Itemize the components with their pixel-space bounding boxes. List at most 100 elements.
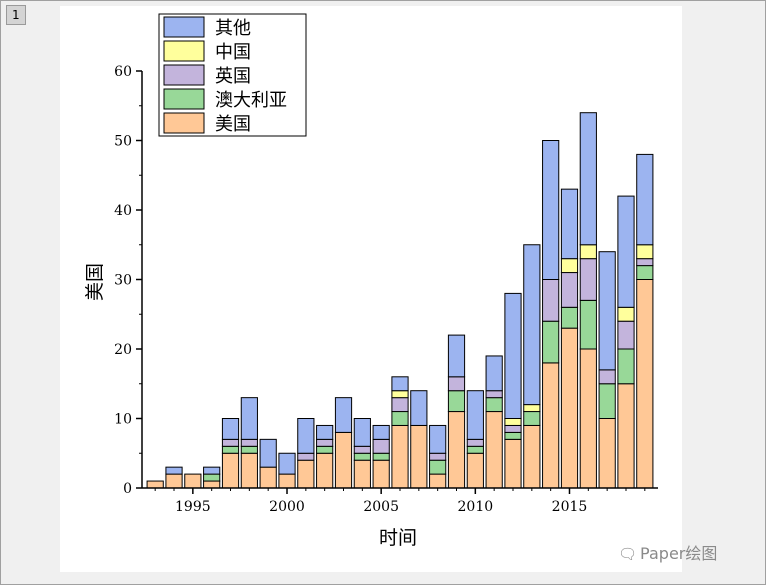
axes-layer: 0 10 20 30 40 50 60 1995 2000 2005 2010 2015	[114, 64, 658, 515]
bar-segment	[560, 306, 579, 329]
bar-segment	[485, 411, 503, 489]
bar-segment	[447, 411, 466, 489]
legend-swatch	[163, 40, 205, 62]
x-tick-label: 1995	[175, 499, 211, 515]
x-axis-label: 时间	[379, 527, 417, 549]
bar-segment	[617, 306, 635, 322]
bar-segment	[240, 438, 258, 447]
bar-segment	[372, 452, 390, 461]
bar-segment	[221, 418, 240, 440]
bar-segment	[316, 438, 334, 447]
bar-segment	[372, 424, 390, 440]
bar-segment	[523, 424, 541, 489]
watermark: 🗨 Paper绘图	[618, 540, 717, 564]
legend-swatch	[163, 16, 205, 38]
bar-segment	[240, 452, 258, 489]
legend-label: 澳大利亚	[215, 90, 287, 111]
x-tick-label: 2010	[458, 499, 494, 515]
y-tick-label: 50	[114, 134, 132, 150]
bar-segment	[429, 424, 447, 454]
bar-segment	[353, 445, 371, 454]
bar-segment	[636, 244, 654, 260]
bar-segment	[598, 418, 616, 489]
graph-canvas: 0 10 20 30 40 50 60 1995 2000 2005 2010 2015 其他 中国 英国…	[60, 6, 682, 572]
bar-segment	[523, 244, 541, 406]
bar-segment	[617, 383, 635, 489]
bar-segment	[297, 459, 315, 489]
bar-segment	[466, 445, 484, 454]
x-tick-label: 2005	[363, 499, 399, 515]
bar-segment	[466, 452, 484, 489]
bar-segment	[391, 411, 409, 426]
legend-label: 中国	[215, 42, 251, 63]
bar-segment	[636, 153, 654, 246]
bar-segment	[447, 334, 466, 378]
legend-swatch	[163, 112, 205, 134]
bar-segment	[504, 438, 522, 489]
bar-segment	[203, 466, 221, 475]
bar-segment	[391, 390, 409, 399]
bar-segment	[391, 376, 409, 392]
legend-label: 其他	[215, 18, 251, 39]
bar-segment	[259, 466, 277, 489]
bar-segment	[542, 320, 560, 364]
bar-segment	[184, 473, 202, 489]
y-axis-label: 美国	[84, 263, 106, 301]
bar-segment	[391, 397, 409, 413]
bar-segment	[221, 438, 240, 447]
bar-segment	[278, 452, 296, 475]
bar-segment	[353, 452, 371, 461]
legend-swatch	[163, 64, 205, 86]
bar-segment	[560, 188, 579, 260]
bar-segment	[579, 258, 597, 301]
bar-segment	[560, 272, 579, 308]
bar-segment	[636, 265, 654, 281]
bar-segment	[598, 383, 616, 419]
bar-segment	[523, 411, 541, 426]
bar-segment	[353, 459, 371, 489]
bar-segment	[579, 112, 597, 246]
bar-segment	[636, 279, 654, 489]
bar-segment	[447, 376, 466, 392]
bar-segment	[240, 397, 258, 440]
bar-segment	[410, 390, 428, 426]
bar-segment	[203, 473, 221, 482]
bar-segment	[429, 473, 447, 489]
page-tab[interactable]: 1	[6, 5, 26, 25]
bar-segment	[636, 258, 654, 267]
bar-segment	[372, 438, 390, 454]
bar-segment	[542, 140, 560, 280]
bar-segment	[316, 424, 334, 440]
bars-layer	[146, 112, 654, 489]
stacked-bar-chart: 0 10 20 30 40 50 60 1995 2000 2005 2010 2015 其他中国英国…	[84, 13, 658, 549]
y-tick-label: 40	[114, 203, 132, 219]
wechat-icon: 🗨	[618, 545, 638, 563]
bar-segment	[391, 424, 409, 489]
y-tick-label: 10	[114, 412, 132, 428]
y-tick-label: 60	[114, 64, 132, 80]
bar-segment	[598, 369, 616, 385]
legend-label: 美国	[215, 114, 251, 135]
bar-segment	[410, 424, 428, 489]
bar-segment	[504, 418, 522, 426]
bar-segment	[165, 473, 183, 489]
y-tick-label: 30	[114, 273, 132, 289]
bar-segment	[316, 445, 334, 454]
bar-segment	[523, 404, 541, 413]
bar-segment	[598, 251, 616, 371]
bar-segment	[334, 431, 353, 489]
y-tick-label: 0	[123, 481, 132, 497]
bar-segment	[297, 418, 315, 454]
bar-segment	[221, 452, 240, 489]
bar-segment	[560, 258, 579, 274]
bar-segment	[165, 466, 183, 475]
bar-segment	[579, 348, 597, 489]
bar-segment	[316, 452, 334, 489]
bar-segment	[485, 390, 503, 399]
bar-segment	[372, 459, 390, 489]
bar-segment	[560, 327, 579, 489]
bar-segment	[579, 244, 597, 260]
bar-segment	[579, 299, 597, 350]
bar-segment	[297, 452, 315, 461]
